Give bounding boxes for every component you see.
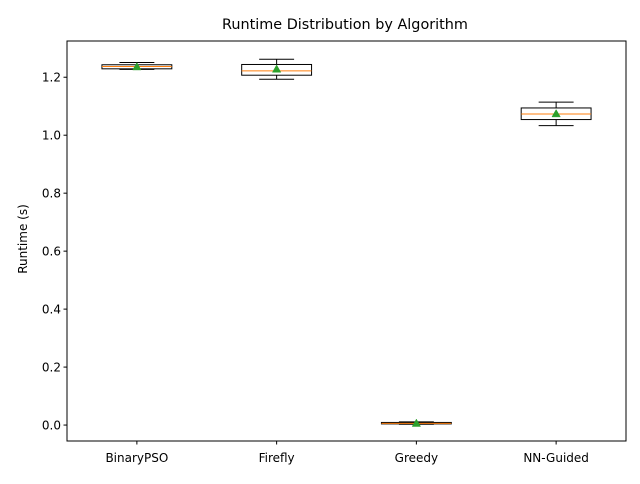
mean-marker: [271, 64, 282, 73]
x-tick-label: Greedy: [395, 451, 438, 465]
mean-marker: [411, 418, 422, 427]
y-tick-label: 0.8: [42, 186, 61, 200]
y-tick-label: 0.0: [42, 418, 61, 432]
plot-area: 0.0 0.2 0.4 0.6 0.8 1.0 1.2 BinaryPSO Firefly Gre…: [42, 40, 627, 465]
y-tick-label: 0.2: [42, 360, 61, 374]
y-tick-label: 0.4: [42, 302, 61, 316]
chart-title: Runtime Distribution by Algorithm: [222, 17, 468, 33]
y-tick-label: 0.6: [42, 244, 61, 258]
x-tick-label: BinaryPSO: [105, 451, 168, 465]
y-tick-label: 1.2: [42, 71, 61, 85]
y-axis-label: Runtime (s): [16, 204, 30, 274]
mean-marker: [551, 109, 561, 118]
x-tick-label: NN-Guided: [523, 451, 589, 465]
y-tick-label: 1.0: [42, 129, 61, 143]
x-tick-label: Firefly: [259, 451, 295, 465]
mean-marker: [132, 62, 142, 71]
axes-frame: [66, 40, 627, 442]
